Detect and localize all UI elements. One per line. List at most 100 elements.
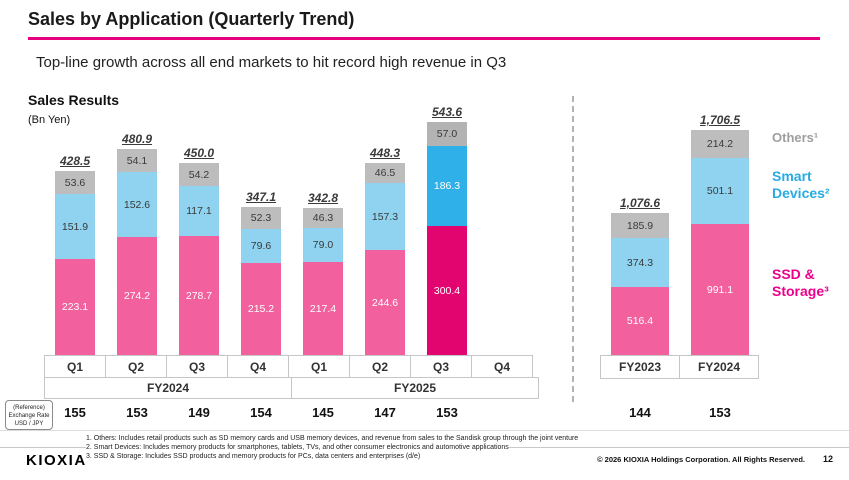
bar-segment-others: 54.1 bbox=[117, 149, 157, 172]
segment-value: 46.3 bbox=[312, 212, 334, 224]
slide-subtitle: Top-line growth across all end markets t… bbox=[36, 54, 507, 71]
footnote-2: 2. Smart Devices: Includes memory produc… bbox=[86, 443, 509, 452]
stacked-bar: 57.0 186.3 300.4 bbox=[427, 122, 467, 355]
fx-label-line-2: Exchange Rate bbox=[8, 413, 50, 419]
bar-column-Q2: 480.9 54.1 152.6 274.2 bbox=[106, 95, 168, 355]
bar-column-Q3: 543.6 57.0 186.3 300.4 bbox=[416, 95, 478, 355]
fx-rate-value: 149 bbox=[188, 405, 210, 420]
fx-rate-value: 153 bbox=[126, 405, 148, 420]
annual-label: FY2023 bbox=[600, 355, 680, 379]
annual-bars-area: 1,076.6 185.9 374.3 516.4 1,706.5 214.2 501.1 9… bbox=[600, 95, 760, 355]
bar-segment-ssd: 991.1 bbox=[691, 224, 749, 355]
segment-value: 157.3 bbox=[371, 210, 399, 223]
segment-value: 215.2 bbox=[247, 303, 275, 315]
bar-segment-smart: 157.3 bbox=[365, 183, 405, 250]
segment-value: 54.1 bbox=[126, 154, 148, 167]
segment-value: 516.4 bbox=[626, 315, 654, 327]
segment-value: 300.4 bbox=[433, 284, 461, 297]
stacked-bar: 214.2 501.1 991.1 bbox=[691, 130, 749, 355]
stacked-bar: 53.6 151.9 223.1 bbox=[55, 171, 95, 355]
bar-column-Q4: 347.1 52.3 79.6 215.2 bbox=[230, 95, 292, 355]
fx-rate-value: 147 bbox=[374, 405, 396, 420]
fiscal-year-label: FY2025 bbox=[291, 377, 539, 399]
quarter-label: Q1 bbox=[288, 355, 350, 379]
bar-segment-others: 54.2 bbox=[179, 163, 219, 186]
bar-segment-smart: 152.6 bbox=[117, 172, 157, 237]
legend-smart-devices: Smart Devices² bbox=[772, 168, 830, 201]
quarterly-bars-area: 428.5 53.6 151.9 223.1 480.9 54.1 152.6 274.2 45… bbox=[44, 95, 540, 355]
bar-segment-ssd: 300.4 bbox=[427, 226, 467, 355]
annual-label: FY2024 bbox=[679, 355, 759, 379]
bar-total-label: 347.1 bbox=[245, 190, 277, 204]
bar-segment-ssd: 223.1 bbox=[55, 259, 95, 355]
quarter-label: Q3 bbox=[166, 355, 228, 379]
fx-rate-value: 144 bbox=[629, 405, 651, 420]
bar-segment-others: 214.2 bbox=[691, 130, 749, 158]
segment-value: 223.1 bbox=[61, 301, 89, 313]
bar-segment-ssd: 274.2 bbox=[117, 237, 157, 355]
bar-segment-smart: 79.6 bbox=[241, 229, 281, 263]
segment-value: 57.0 bbox=[436, 128, 458, 140]
segment-value: 278.7 bbox=[185, 289, 213, 302]
bar-total-label: 543.6 bbox=[431, 105, 463, 119]
stacked-bar: 46.3 79.0 217.4 bbox=[303, 208, 343, 355]
fx-rate-value: 145 bbox=[312, 405, 334, 420]
bar-segment-smart: 117.1 bbox=[179, 186, 219, 236]
bar-column-FY2023: 1,076.6 185.9 374.3 516.4 bbox=[600, 95, 680, 355]
quarter-label: Q2 bbox=[105, 355, 167, 379]
segment-value: 374.3 bbox=[626, 256, 654, 269]
bar-total-label: 450.0 bbox=[183, 146, 215, 160]
bar-segment-smart: 79.0 bbox=[303, 228, 343, 262]
stacked-bar: 54.2 117.1 278.7 bbox=[179, 163, 219, 355]
bar-column-Q2: 448.3 46.5 157.3 244.6 bbox=[354, 95, 416, 355]
bar-total-label: 480.9 bbox=[121, 132, 153, 146]
segment-value: 186.3 bbox=[433, 180, 461, 192]
segment-value: 79.0 bbox=[312, 239, 334, 251]
segment-value: 52.3 bbox=[250, 212, 272, 224]
bar-segment-smart: 151.9 bbox=[55, 194, 95, 259]
fx-rate-value: 153 bbox=[436, 405, 458, 420]
stacked-bar: 52.3 79.6 215.2 bbox=[241, 207, 281, 355]
segment-value: 185.9 bbox=[626, 219, 654, 232]
bar-segment-others: 46.3 bbox=[303, 208, 343, 228]
quarterly-axis-row: Q1 Q2 Q3 Q4 Q1 Q2 Q3 Q4 bbox=[44, 355, 541, 379]
quarter-label: Q1 bbox=[44, 355, 106, 379]
bar-segment-others: 57.0 bbox=[427, 122, 467, 146]
footnote-3: 3. SSD & Storage: Includes SSD products … bbox=[86, 452, 421, 461]
chart-heading: Sales Results bbox=[28, 92, 120, 108]
bar-total-label: 1,706.5 bbox=[699, 113, 741, 127]
segment-value: 274.2 bbox=[123, 290, 151, 302]
legend-ssd-storage: SSD & Storage³ bbox=[772, 266, 829, 299]
footnotes-block: 1. Others: Includes retail products such… bbox=[86, 434, 726, 461]
segment-value: 217.4 bbox=[309, 302, 337, 315]
bar-segment-ssd: 516.4 bbox=[611, 287, 669, 355]
divider-line-upper bbox=[0, 430, 849, 431]
bar-segment-others: 52.3 bbox=[241, 207, 281, 229]
bar-segment-smart: 186.3 bbox=[427, 146, 467, 226]
segment-value: 244.6 bbox=[371, 296, 399, 309]
page-title: Sales by Application (Quarterly Trend) bbox=[28, 9, 355, 29]
title-underline bbox=[28, 37, 820, 40]
annual-axis-row: FY2023 FY2024 bbox=[600, 355, 759, 379]
stacked-bar: 54.1 152.6 274.2 bbox=[117, 149, 157, 355]
bar-column-FY2024: 1,706.5 214.2 501.1 991.1 bbox=[680, 95, 760, 355]
fiscal-year-label: FY2024 bbox=[44, 377, 292, 399]
bar-segment-ssd: 244.6 bbox=[365, 250, 405, 355]
bar-segment-others: 53.6 bbox=[55, 171, 95, 194]
kioxia-logo: KIOXIA bbox=[26, 452, 87, 469]
segment-value: 214.2 bbox=[706, 138, 734, 150]
bar-total-label: 428.5 bbox=[59, 154, 91, 168]
segment-value: 54.2 bbox=[188, 168, 210, 181]
footnote-1: 1. Others: Includes retail products such… bbox=[86, 434, 579, 443]
fiscal-year-axis-row: FY2024 FY2025 bbox=[44, 377, 541, 399]
quarter-label: Q3 bbox=[410, 355, 472, 379]
legend-others: Others¹ bbox=[772, 130, 819, 145]
segment-value: 53.6 bbox=[64, 176, 86, 189]
bar-segment-ssd: 215.2 bbox=[241, 263, 281, 355]
annual-fx-row: 144 153 bbox=[600, 405, 760, 420]
fx-rate-value: 154 bbox=[250, 405, 272, 420]
chart-unit-label: (Bn Yen) bbox=[28, 114, 71, 126]
fx-rate-value bbox=[478, 405, 540, 420]
fx-label-line-1: (Reference) bbox=[13, 405, 45, 411]
